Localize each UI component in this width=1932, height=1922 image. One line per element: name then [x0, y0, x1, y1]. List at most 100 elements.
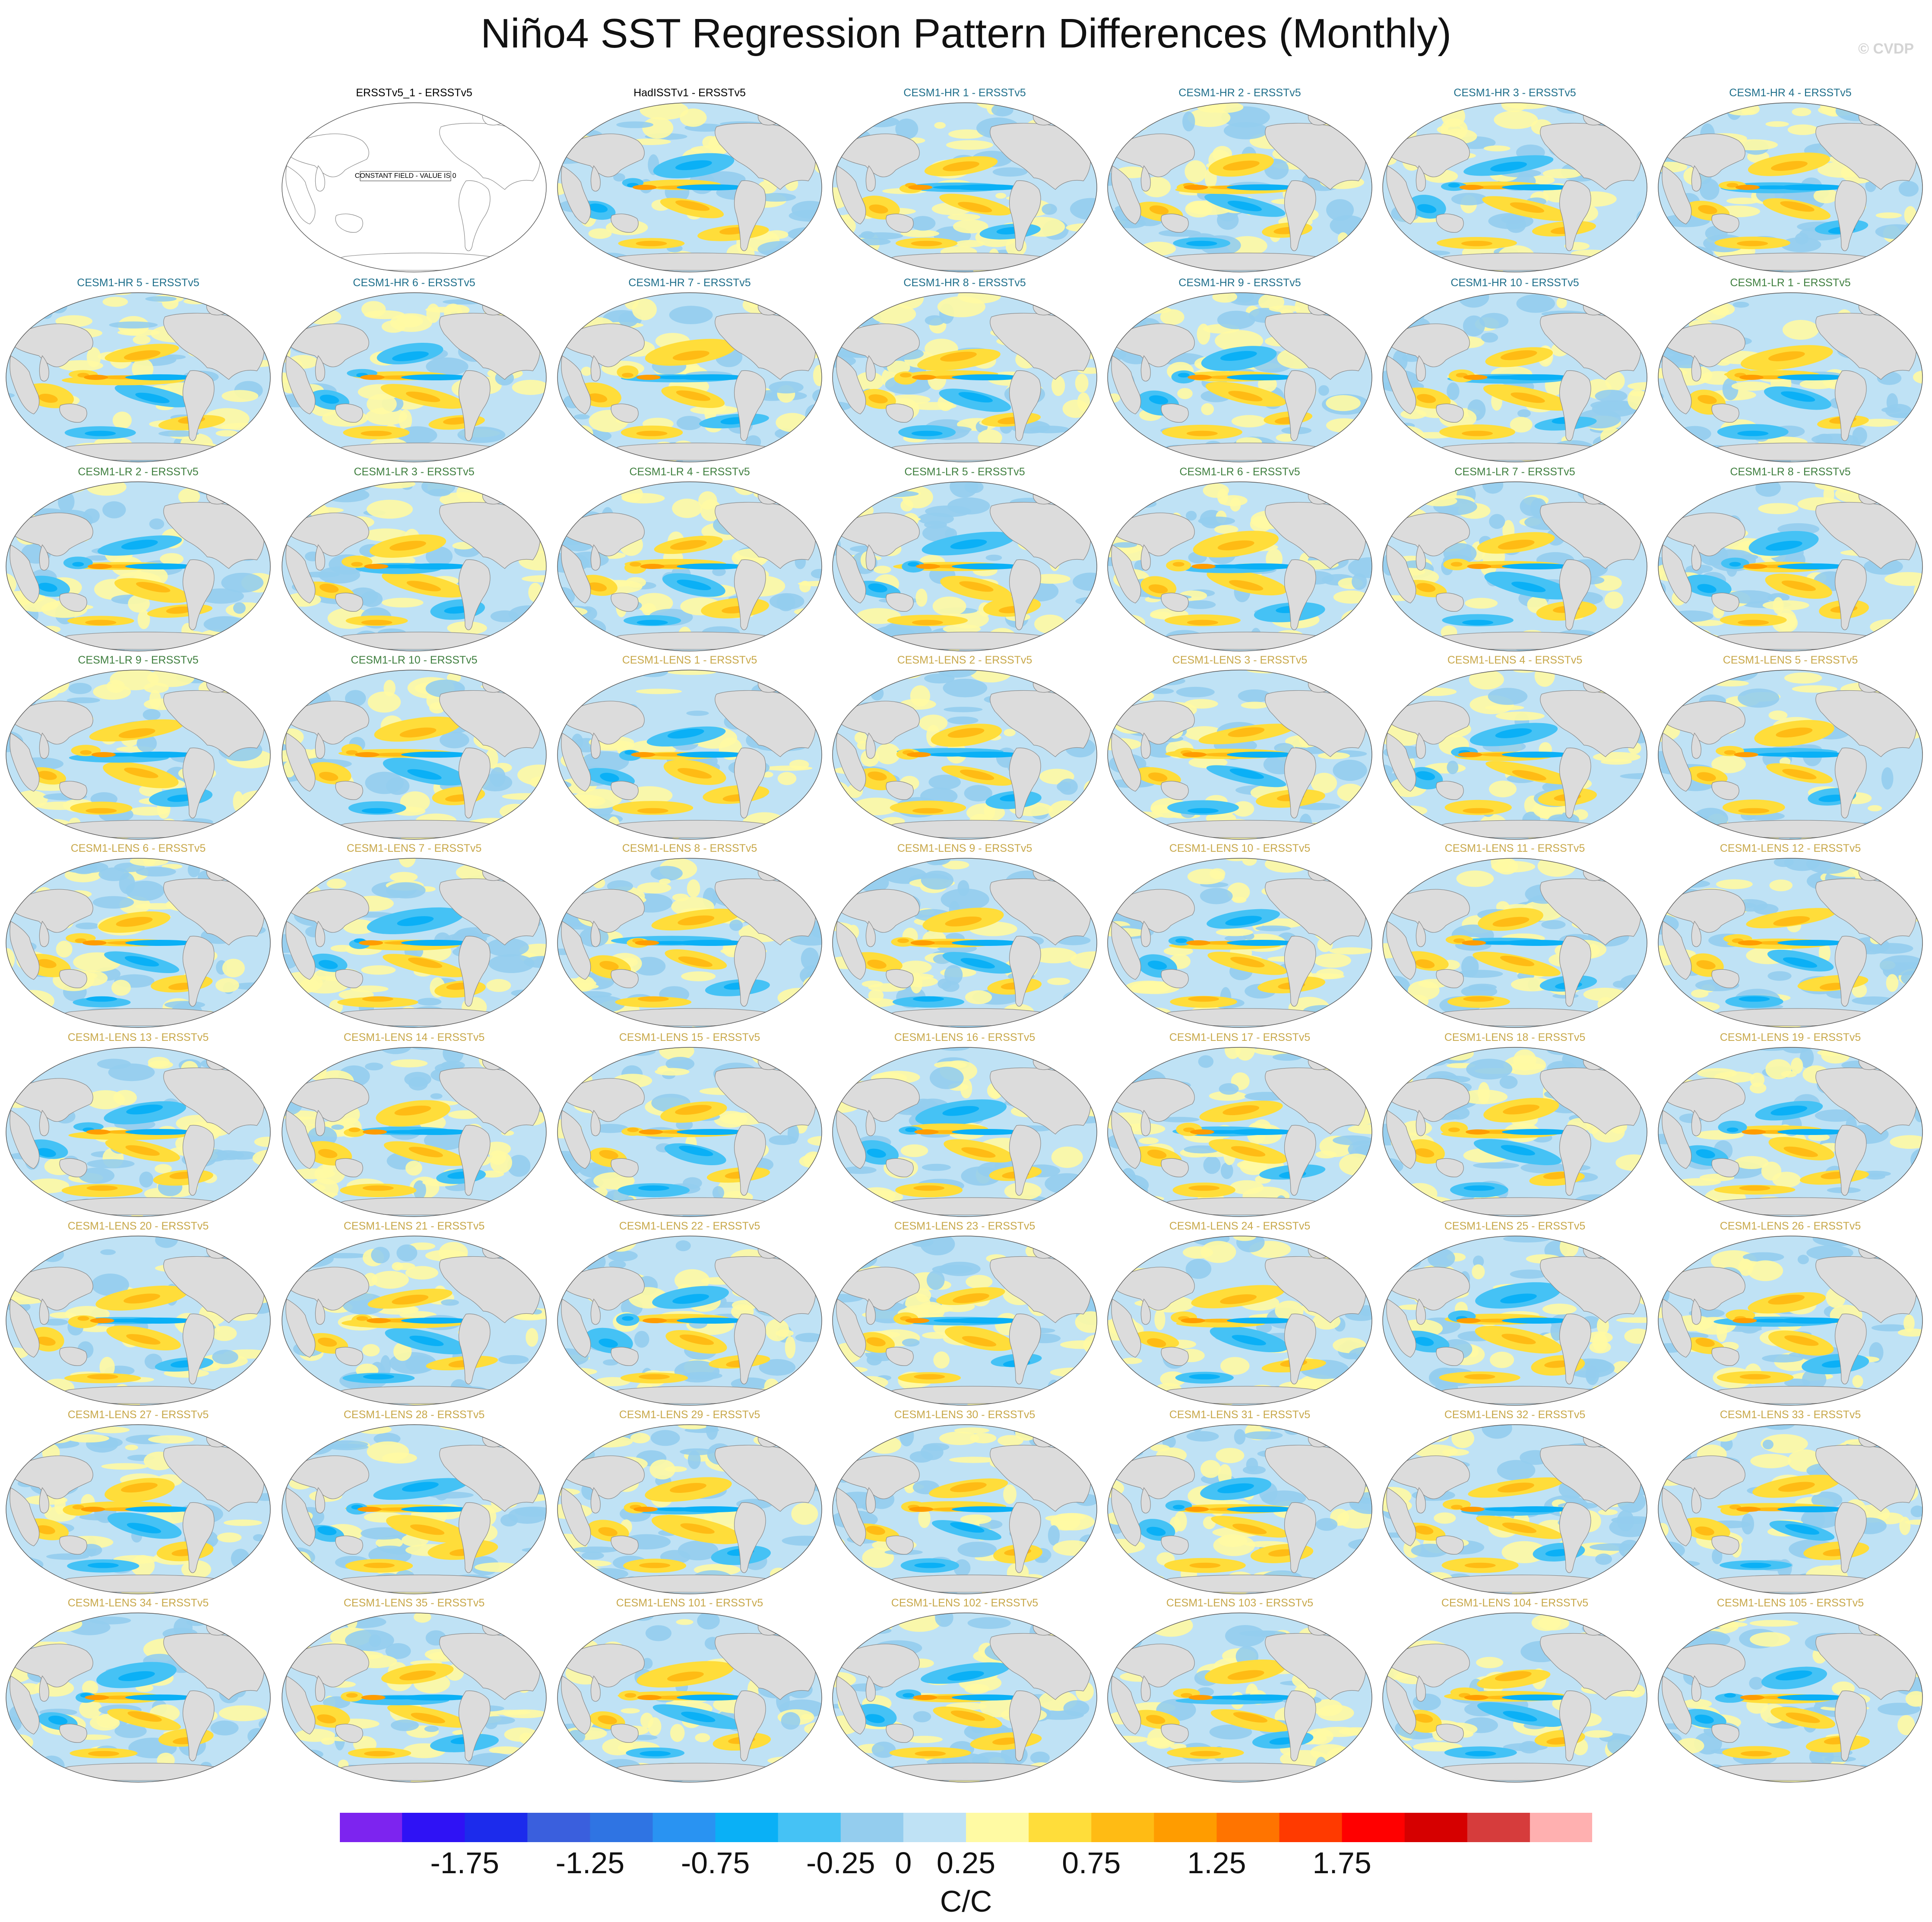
map-contour — [1658, 481, 1923, 651]
map-contour — [832, 292, 1097, 462]
colorbar-swatch — [1404, 1812, 1468, 1843]
panel-title: CESM1-LENS 18 - ERSSTv5 — [1444, 1031, 1586, 1043]
map-contour — [557, 292, 822, 462]
map-contour — [832, 670, 1097, 840]
map-panel: CESM1-LR 1 - ERSSTv5 — [1656, 276, 1924, 464]
colorbar-swatch — [402, 1812, 465, 1843]
map-panel: CESM1-LENS 18 - ERSSTv5 — [1381, 1031, 1649, 1219]
panel-title: CESM1-LENS 103 - ERSSTv5 — [1166, 1597, 1314, 1609]
colorbar-swatch — [339, 1812, 402, 1843]
colorbar-swatch — [1530, 1812, 1593, 1843]
map-panel: CESM1-LR 2 - ERSSTv5 — [4, 465, 272, 653]
panel-title: CESM1-LENS 101 - ERSSTv5 — [616, 1597, 763, 1609]
map-contour — [282, 1047, 547, 1217]
map-contour — [282, 481, 547, 651]
panel-title: CESM1-LR 7 - ERSSTv5 — [1454, 466, 1575, 478]
map-contour — [832, 1236, 1097, 1406]
panel-title: CESM1-HR 9 - ERSSTv5 — [1178, 277, 1301, 289]
colorbar-swatch — [1216, 1812, 1280, 1843]
map-contour — [1107, 292, 1372, 462]
map-panel: HadISSTv1 - ERSSTv5 — [556, 86, 823, 274]
colorbar-swatch — [1467, 1812, 1530, 1843]
map-panel: CESM1-LENS 26 - ERSSTv5 — [1656, 1220, 1924, 1407]
panel-title: CESM1-LENS 5 - ERSSTv5 — [1723, 654, 1858, 666]
map-contour — [1382, 670, 1647, 840]
map-panel: CESM1-LENS 13 - ERSSTv5 — [4, 1031, 272, 1219]
panel-title: CESM1-LENS 34 - ERSSTv5 — [67, 1597, 209, 1609]
map-panel: CESM1-LR 3 - ERSSTv5 — [280, 465, 548, 653]
map-panel: CESM1-LENS 14 - ERSSTv5 — [280, 1031, 548, 1219]
map-contour — [6, 1424, 271, 1594]
colorbar-tick-label: 1.75 — [1312, 1846, 1371, 1880]
map-contour — [1107, 1236, 1372, 1406]
map-panel: CESM1-LENS 23 - ERSSTv5 — [831, 1220, 1099, 1407]
colorbar-units: C/C — [940, 1884, 992, 1918]
map-contour — [832, 481, 1097, 651]
map-panel: CESM1-LENS 25 - ERSSTv5 — [1381, 1220, 1649, 1407]
panel-title: CESM1-LENS 35 - ERSSTv5 — [343, 1597, 485, 1609]
panel-title: CESM1-HR 1 - ERSSTv5 — [903, 87, 1026, 99]
colorbar-swatch — [652, 1812, 716, 1843]
map-contour — [832, 1047, 1097, 1217]
map-contour — [557, 1424, 822, 1594]
map-contour — [557, 1612, 822, 1783]
panel-title: CESM1-HR 8 - ERSSTv5 — [903, 277, 1026, 289]
map-panel: CESM1-LENS 7 - ERSSTv5 — [280, 842, 548, 1030]
map-contour — [557, 1047, 822, 1217]
panel-title: CESM1-LENS 21 - ERSSTv5 — [343, 1220, 485, 1232]
map-panel: ERSSTv5_1 - ERSSTv5 CONSTANT FIELD - VALU… — [280, 86, 548, 274]
map-contour — [6, 670, 271, 840]
panel-title: CESM1-LR 4 - ERSSTv5 — [629, 466, 750, 478]
map-panel: CESM1-LENS 17 - ERSSTv5 — [1106, 1031, 1374, 1219]
panel-title: CESM1-LENS 9 - ERSSTv5 — [897, 842, 1033, 854]
map-panel: CESM1-LENS 21 - ERSSTv5 — [280, 1220, 548, 1407]
map-panel: CESM1-LENS 10 - ERSSTv5 — [1106, 842, 1374, 1030]
map-contour — [1382, 481, 1647, 651]
map-panel: CESM1-LENS 11 - ERSSTv5 — [1381, 842, 1649, 1030]
colorbar-swatch — [903, 1812, 966, 1843]
panel-title: CESM1-HR 4 - ERSSTv5 — [1729, 87, 1852, 99]
map-panel: CESM1-HR 4 - ERSSTv5 — [1656, 86, 1924, 274]
panel-title: CESM1-LENS 29 - ERSSTv5 — [619, 1409, 760, 1421]
colorbar-tick-label: 1.25 — [1187, 1846, 1246, 1880]
constant-field-note: CONSTANT FIELD - VALUE IS 0 — [355, 172, 456, 180]
panel-title: CESM1-LR 3 - ERSSTv5 — [354, 466, 475, 478]
map-contour — [1658, 292, 1923, 462]
panel-title: CESM1-LENS 3 - ERSSTv5 — [1172, 654, 1308, 666]
map-contour — [1658, 670, 1923, 840]
map-contour — [1107, 102, 1372, 272]
panel-title: CESM1-LR 6 - ERSSTv5 — [1179, 466, 1300, 478]
map-contour — [1658, 1047, 1923, 1217]
colorbar-tick-label: -1.25 — [555, 1846, 625, 1880]
map-contour — [6, 1612, 271, 1783]
panel-title: CESM1-LENS 6 - ERSSTv5 — [70, 842, 206, 854]
panel-title: CESM1-LENS 28 - ERSSTv5 — [343, 1409, 485, 1421]
map-panel: CESM1-LENS 2 - ERSSTv5 — [831, 654, 1099, 841]
map-contour — [832, 1424, 1097, 1594]
map-contour — [1658, 858, 1923, 1028]
map-contour — [6, 481, 271, 651]
map-panel: CESM1-LENS 102 - ERSSTv5 — [831, 1596, 1099, 1784]
colorbar-swatch — [527, 1812, 590, 1843]
map-panel: CESM1-HR 1 - ERSSTv5 — [831, 86, 1099, 274]
map-panel: CESM1-LR 10 - ERSSTv5 — [280, 654, 548, 841]
map-panel: CESM1-LENS 33 - ERSSTv5 — [1656, 1408, 1924, 1596]
colorbar — [339, 1812, 1593, 1843]
colorbar-tick-label: 0.25 — [936, 1846, 996, 1880]
map-contour — [1658, 1236, 1923, 1406]
panel-title: CESM1-LENS 10 - ERSSTv5 — [1169, 842, 1311, 854]
map-panel: CESM1-LR 8 - ERSSTv5 — [1656, 465, 1924, 653]
map-contour — [1382, 1612, 1647, 1783]
panel-grid: ERSSTv5_1 - ERSSTv5 CONSTANT FIELD - VALU… — [4, 86, 1924, 1784]
map-contour — [1107, 1424, 1372, 1594]
panel-title: CESM1-LENS 14 - ERSSTv5 — [343, 1031, 485, 1043]
colorbar-swatch — [465, 1812, 528, 1843]
map-contour — [557, 481, 822, 651]
panel-title: CESM1-LR 1 - ERSSTv5 — [1730, 277, 1851, 289]
panel-title: CESM1-LENS 16 - ERSSTv5 — [894, 1031, 1036, 1043]
map-panel: CESM1-LENS 34 - ERSSTv5 — [4, 1596, 272, 1784]
map-contour — [1658, 1424, 1923, 1594]
map-panel: CESM1-LR 9 - ERSSTv5 — [4, 654, 272, 841]
panel-title: CESM1-LENS 4 - ERSSTv5 — [1447, 654, 1583, 666]
map-contour — [832, 1612, 1097, 1783]
